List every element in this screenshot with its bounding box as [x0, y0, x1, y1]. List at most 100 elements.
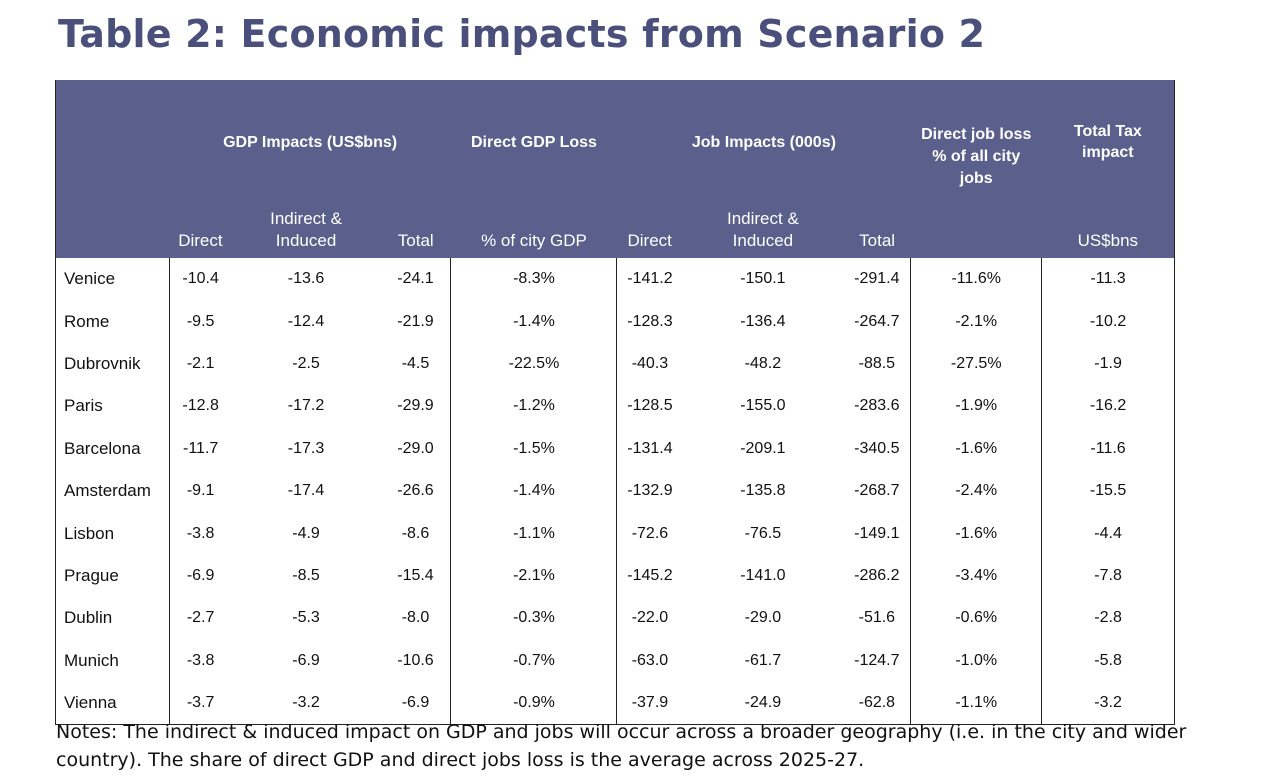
impacts-table: GDP Impacts (US$bns) Direct GDP Loss Job…: [55, 80, 1175, 726]
job-total-cell: -268.7: [854, 482, 900, 500]
gdp-direct-cell: -3.8: [168, 512, 232, 555]
job-total-cell: -283.6: [854, 397, 900, 415]
job-loss-cell: -1.9%: [910, 385, 1042, 428]
table-row: Barcelona -11.7 -17.3 -29.0 -1.5% -131.4…: [56, 427, 1175, 470]
gdp-direct-cell: -3.8: [168, 639, 232, 682]
job-total-cell: -149.1: [854, 524, 900, 542]
header-city-blank: [55, 80, 170, 196]
tax-cell: -4.4: [1041, 512, 1175, 555]
gdp-direct-cell: -12.8: [168, 385, 232, 428]
gdp-loss-cell: -2.1%: [450, 554, 617, 598]
job-total-cell: -264.7: [854, 312, 900, 330]
job-indirect-cell: -150.1: [740, 270, 786, 288]
job-indirect-cell: -136.4: [740, 312, 786, 330]
job-indirect-cell: -48.2: [744, 354, 782, 372]
job-indirect-cell: -141.0: [740, 566, 786, 584]
gdp-direct-cell: -2.7: [168, 597, 232, 640]
table-body: Venice -10.4 -13.6 -24.1 -8.3% -141.2 -1…: [56, 258, 1175, 725]
gdp-loss-cell: -1.4%: [450, 469, 617, 513]
city-cell: Dubrovnik: [64, 353, 141, 373]
job-loss-cell: -1.6%: [910, 512, 1042, 555]
header-gdp-indirect: Indirect & Induced: [231, 196, 381, 258]
job-direct-cell: -128.3: [616, 300, 683, 343]
job-indirect-cell: -155.0: [740, 397, 786, 415]
table-row: Amsterdam -9.1 -17.4 -26.6 -1.4% -132.9 …: [56, 469, 1175, 513]
gdp-total-cell: -29.9: [397, 397, 434, 415]
job-total-cell: -62.8: [858, 694, 896, 712]
tax-cell: -5.8: [1041, 639, 1175, 682]
job-direct-cell: -72.6: [616, 512, 683, 555]
gdp-indirect-cell: -12.4: [287, 312, 325, 330]
tax-cell: -15.5: [1041, 469, 1175, 513]
gdp-loss-cell: -1.2%: [450, 385, 617, 428]
header-job-indirect: Indirect & Induced: [682, 196, 844, 258]
gdp-loss-cell: -1.4%: [450, 300, 617, 343]
header-direct-job-loss-label: Direct job loss % of all city jobs: [921, 126, 1032, 187]
gdp-loss-cell: -0.7%: [450, 639, 617, 682]
header-direct-job-loss: Direct job loss % of all city jobs: [910, 80, 1042, 258]
gdp-direct-cell: -2.1: [168, 342, 232, 386]
city-cell: Barcelona: [64, 438, 141, 458]
job-indirect-cell: -135.8: [740, 482, 786, 500]
job-indirect-cell: -61.7: [744, 651, 782, 669]
table-notes: Notes: The indirect & induced impact on …: [56, 721, 1187, 771]
gdp-total-cell: -4.5: [401, 354, 430, 372]
gdp-indirect-cell: -2.5: [292, 354, 320, 372]
table-row: Dublin -2.7 -5.3 -8.0 -0.3% -22.0 -29.0 …: [56, 597, 1175, 640]
gdp-indirect-cell: -17.4: [287, 482, 325, 500]
job-total-cell: -286.2: [854, 566, 900, 584]
table-row: Paris -12.8 -17.2 -29.9 -1.2% -128.5 -15…: [56, 385, 1175, 428]
tax-cell: -11.3: [1041, 258, 1175, 301]
job-total-cell: -88.5: [858, 354, 896, 372]
table-row: Lisbon -3.8 -4.9 -8.6 -1.1% -72.6 -76.5 …: [56, 512, 1175, 555]
table-row: Vienna -3.7 -3.2 -6.9 -0.9% -37.9 -24.9 …: [56, 681, 1175, 725]
gdp-total-cell: -24.1: [397, 270, 434, 288]
header-gdp-direct: Direct: [169, 196, 232, 258]
header-gdp-impacts: GDP Impacts (US$bns): [169, 80, 451, 196]
job-total-cell: -51.6: [858, 609, 896, 627]
header-gdp-indirect-label: Indirect & Induced: [270, 209, 342, 250]
job-indirect-cell: -209.1: [740, 439, 786, 457]
tax-cell: -2.8: [1041, 597, 1175, 640]
gdp-indirect-cell: -4.9: [292, 524, 320, 542]
tax-cell: -3.2: [1041, 681, 1175, 725]
job-total-cell: -124.7: [854, 651, 900, 669]
gdp-indirect-cell: -3.2: [292, 694, 320, 712]
gdp-total-cell: -6.9: [401, 694, 430, 712]
gdp-indirect-cell: -17.3: [287, 439, 325, 457]
job-loss-cell: -1.0%: [910, 639, 1042, 682]
gdp-indirect-cell: -5.3: [292, 609, 320, 627]
gdp-direct-cell: -6.9: [168, 554, 232, 598]
job-direct-cell: -132.9: [616, 469, 683, 513]
gdp-indirect-cell: -17.2: [287, 397, 325, 415]
gdp-total-cell: -21.9: [397, 312, 434, 330]
impacts-table-container: GDP Impacts (US$bns) Direct GDP Loss Job…: [55, 80, 1175, 726]
table-row: Rome -9.5 -12.4 -21.9 -1.4% -128.3 -136.…: [56, 300, 1175, 343]
gdp-total-cell: -8.6: [401, 524, 430, 542]
job-loss-cell: -0.6%: [910, 597, 1042, 640]
job-direct-cell: -22.0: [616, 597, 683, 640]
job-direct-cell: -128.5: [616, 385, 683, 428]
gdp-loss-cell: -22.5%: [450, 342, 617, 386]
job-direct-cell: -131.4: [616, 427, 683, 470]
city-cell: Prague: [64, 565, 119, 585]
city-cell: Vienna: [64, 693, 117, 713]
job-direct-cell: -63.0: [616, 639, 683, 682]
gdp-total-cell: -15.4: [397, 566, 434, 584]
job-loss-cell: -27.5%: [910, 342, 1042, 386]
gdp-total-cell: -26.6: [397, 482, 434, 500]
city-cell: Venice: [64, 269, 116, 289]
gdp-loss-cell: -0.3%: [450, 597, 617, 640]
job-loss-cell: -2.1%: [910, 300, 1042, 343]
job-indirect-cell: -24.9: [744, 694, 782, 712]
city-cell: Paris: [64, 396, 103, 416]
tax-cell: -1.9: [1041, 342, 1175, 386]
gdp-total-cell: -8.0: [401, 609, 430, 627]
gdp-loss-cell: -1.5%: [450, 427, 617, 470]
tax-cell: -11.6: [1041, 427, 1175, 470]
header-job-total: Total: [843, 196, 911, 258]
gdp-total-cell: -29.0: [397, 439, 434, 457]
job-loss-cell: -11.6%: [910, 258, 1042, 301]
job-indirect-cell: -76.5: [744, 524, 782, 542]
header-job-impacts: Job Impacts (000s): [616, 80, 911, 196]
